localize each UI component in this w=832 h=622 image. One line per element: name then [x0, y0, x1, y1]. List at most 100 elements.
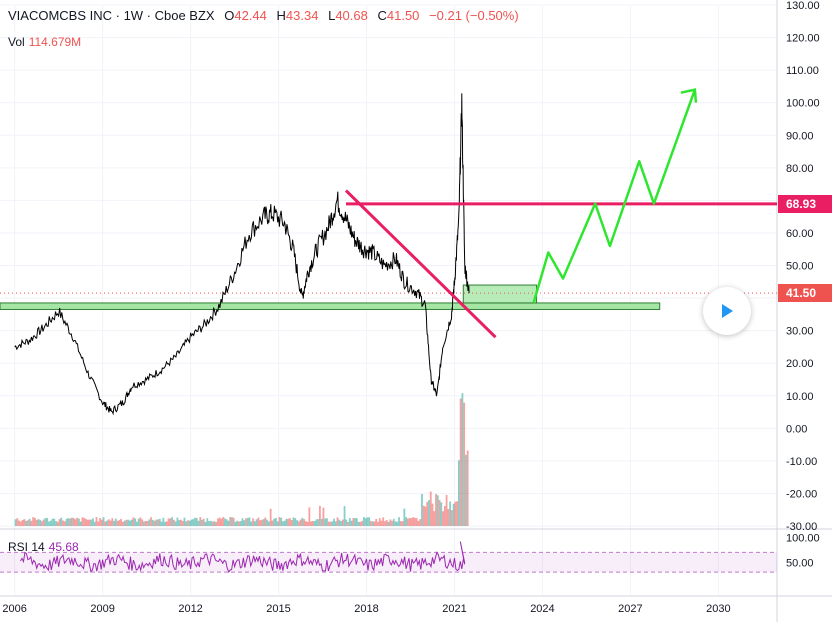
volume-bar	[262, 519, 265, 526]
volume-bar	[445, 494, 448, 526]
volume-bar	[111, 518, 114, 526]
volume-bar	[419, 519, 422, 526]
volume-bar	[457, 460, 460, 526]
volume-bars	[14, 393, 469, 526]
volume-bar	[350, 520, 353, 526]
volume-bar	[259, 520, 261, 526]
volume-bar	[199, 517, 202, 526]
volume-bar	[21, 520, 24, 526]
volume-bar	[253, 521, 256, 526]
volume-bar	[93, 521, 96, 526]
volume-bar	[62, 520, 64, 526]
x-tick-label: 2027	[618, 603, 642, 615]
volume-bar	[146, 521, 149, 526]
volume-bar	[415, 518, 418, 526]
rsi-tick-label: 100.00	[786, 533, 820, 545]
volume-bar	[391, 520, 393, 526]
volume-bar	[174, 521, 177, 526]
volume-bar	[280, 517, 283, 526]
volume-bar	[209, 520, 212, 526]
volume-bar	[204, 521, 207, 526]
volume-bar	[236, 520, 239, 526]
volume-bar	[239, 521, 242, 526]
volume-bar	[232, 517, 235, 526]
volume-bar	[271, 520, 274, 526]
volume-bar	[216, 518, 219, 526]
volume-bar	[452, 503, 455, 526]
volume-bar	[215, 521, 218, 526]
price-series	[14, 93, 470, 416]
volume-bar	[188, 520, 191, 526]
volume-bar	[368, 517, 371, 526]
volume-bar	[88, 519, 91, 526]
volume-bar	[129, 520, 131, 526]
volume-bar	[313, 521, 316, 526]
volume-bar	[461, 393, 464, 526]
projection-arrowhead	[680, 88, 698, 103]
volume-bar	[278, 517, 281, 526]
volume-bar	[345, 519, 348, 526]
volume-bar	[192, 519, 195, 526]
volume-bar	[315, 519, 318, 526]
volume-bar	[433, 511, 436, 526]
volume-bar	[178, 520, 181, 526]
open-label: O	[224, 8, 235, 23]
volume-bar	[46, 518, 49, 526]
volume-bar	[389, 519, 392, 526]
volume-bar	[252, 518, 254, 526]
play-button[interactable]	[703, 287, 751, 335]
y-tick-label: 100.00	[786, 98, 820, 110]
volume-bar	[231, 517, 233, 526]
volume-bar	[385, 520, 388, 526]
y-tick-label: 120.00	[786, 33, 820, 45]
volume-bar	[79, 521, 82, 526]
volume-bar	[352, 518, 355, 526]
rsi-legend: RSI 14 45.68	[8, 540, 79, 554]
volume-bar	[125, 519, 128, 526]
volume-bar	[123, 520, 126, 526]
volume-bar	[63, 521, 66, 526]
volume-bar	[465, 454, 467, 526]
volume-bar	[442, 511, 444, 526]
volume-bar	[443, 506, 446, 526]
low-value: 40.68	[335, 8, 368, 23]
volume-bar	[373, 521, 376, 526]
volume-bar	[30, 520, 33, 526]
volume-bar	[329, 521, 332, 526]
volume-bar	[127, 519, 130, 526]
volume-bar	[436, 495, 439, 526]
x-tick-label: 2009	[90, 603, 114, 615]
volume-bar	[396, 521, 399, 526]
volume-bar	[375, 518, 378, 526]
volume-bar	[102, 517, 105, 526]
volume-bar	[304, 521, 307, 526]
volume-bar	[466, 450, 469, 526]
volume-bar	[370, 521, 372, 526]
volume-bar	[303, 519, 305, 526]
volume-bar	[250, 521, 253, 526]
volume-bar	[429, 491, 432, 526]
volume-bar	[399, 521, 402, 526]
volume-bar	[317, 519, 320, 526]
volume-bar	[424, 506, 427, 526]
volume-bar	[408, 517, 411, 526]
volume-bar	[218, 517, 221, 526]
volume-bar	[53, 518, 56, 526]
volume-bar	[121, 521, 124, 526]
volume-bar	[382, 517, 385, 526]
symbol-title: VIACOMCBS INC · 1W · Cboe BZX	[8, 8, 215, 23]
volume-bar	[222, 517, 225, 526]
volume-bar	[169, 518, 172, 526]
volume-bar	[187, 520, 189, 526]
volume-bar	[150, 517, 152, 526]
y-tick-label: 30.00	[786, 326, 814, 338]
volume-bar	[183, 517, 186, 526]
volume-bar	[456, 501, 459, 526]
volume-bar	[153, 520, 156, 526]
volume-bar	[362, 517, 365, 526]
volume-bar	[206, 518, 209, 526]
volume-bar	[74, 519, 77, 526]
volume-bar	[213, 521, 216, 526]
